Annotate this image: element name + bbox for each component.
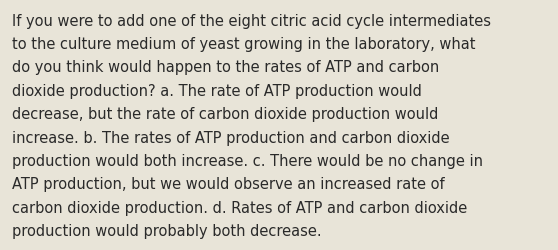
Text: ATP production, but we would observe an increased rate of: ATP production, but we would observe an … — [12, 176, 445, 192]
Text: production would both increase. c. There would be no change in: production would both increase. c. There… — [12, 153, 483, 168]
Text: to the culture medium of yeast growing in the laboratory, what: to the culture medium of yeast growing i… — [12, 37, 476, 52]
Text: production would probably both decrease.: production would probably both decrease. — [12, 223, 322, 238]
Text: increase. b. The rates of ATP production and carbon dioxide: increase. b. The rates of ATP production… — [12, 130, 450, 145]
Text: do you think would happen to the rates of ATP and carbon: do you think would happen to the rates o… — [12, 60, 440, 75]
Text: decrease, but the rate of carbon dioxide production would: decrease, but the rate of carbon dioxide… — [12, 107, 439, 122]
Text: carbon dioxide production. d. Rates of ATP and carbon dioxide: carbon dioxide production. d. Rates of A… — [12, 200, 468, 215]
Text: If you were to add one of the eight citric acid cycle intermediates: If you were to add one of the eight citr… — [12, 14, 491, 29]
Text: dioxide production? a. The rate of ATP production would: dioxide production? a. The rate of ATP p… — [12, 84, 422, 98]
